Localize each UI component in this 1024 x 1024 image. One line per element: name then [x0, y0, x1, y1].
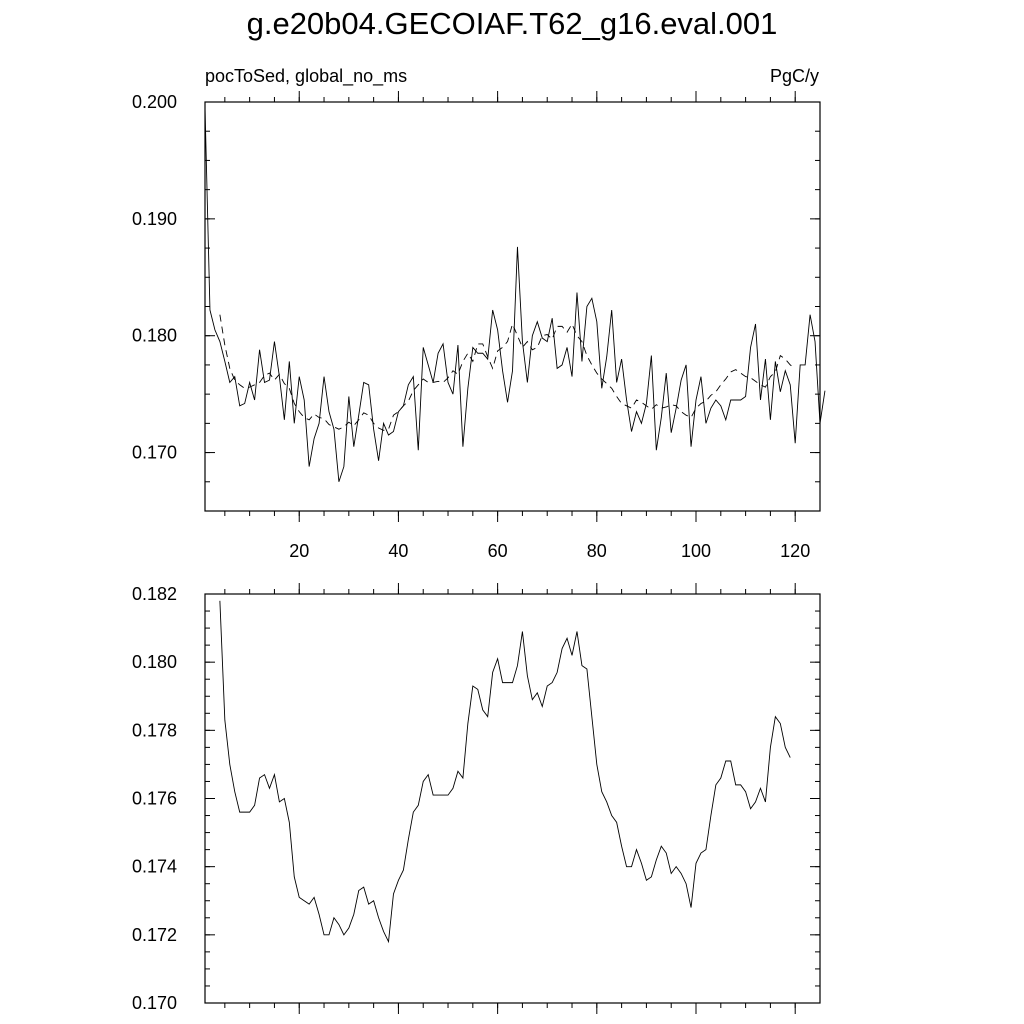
- x-tick-label: 60: [488, 541, 508, 561]
- y-tick-label: 0.180: [132, 326, 177, 346]
- y-tick-label: 0.170: [132, 993, 177, 1013]
- y-tick-label: 0.172: [132, 925, 177, 945]
- y-tick-label: 0.182: [132, 584, 177, 604]
- solid-series-line: [204, 107, 826, 482]
- variable-label: pocToSed, global_no_ms: [205, 66, 408, 86]
- dashed-series-line: [219, 314, 796, 431]
- chart-title: g.e20b04.GECOIAF.T62_g16.eval.001: [246, 6, 778, 41]
- x-tick-label: 20: [289, 541, 309, 561]
- y-tick-label: 0.176: [132, 789, 177, 809]
- x-tick-label: 40: [388, 541, 408, 561]
- y-tick-label: 0.174: [132, 857, 177, 877]
- y-tick-label: 0.170: [132, 443, 177, 463]
- y-tick-label: 0.178: [132, 720, 177, 740]
- plot-frame: [204, 101, 821, 512]
- x-tick-label: 100: [681, 541, 711, 561]
- plot-frame: [204, 593, 821, 1004]
- bottom-panel: 0.170 0.172 0.174 0.176 0.178 0.180 0.182: [132, 583, 821, 1014]
- units-label: PgC/y: [769, 66, 819, 86]
- y-tick-label: 0.190: [132, 209, 177, 229]
- top-panel: 0.170 0.180 0.190 0.200 20 40 60 80 100 120: [132, 91, 826, 561]
- y-tick-label: 0.180: [132, 652, 177, 672]
- y-tick-label: 0.200: [132, 92, 177, 112]
- solid-series-line: [219, 600, 791, 944]
- x-tick-label: 120: [780, 541, 810, 561]
- x-tick-label: 80: [587, 541, 607, 561]
